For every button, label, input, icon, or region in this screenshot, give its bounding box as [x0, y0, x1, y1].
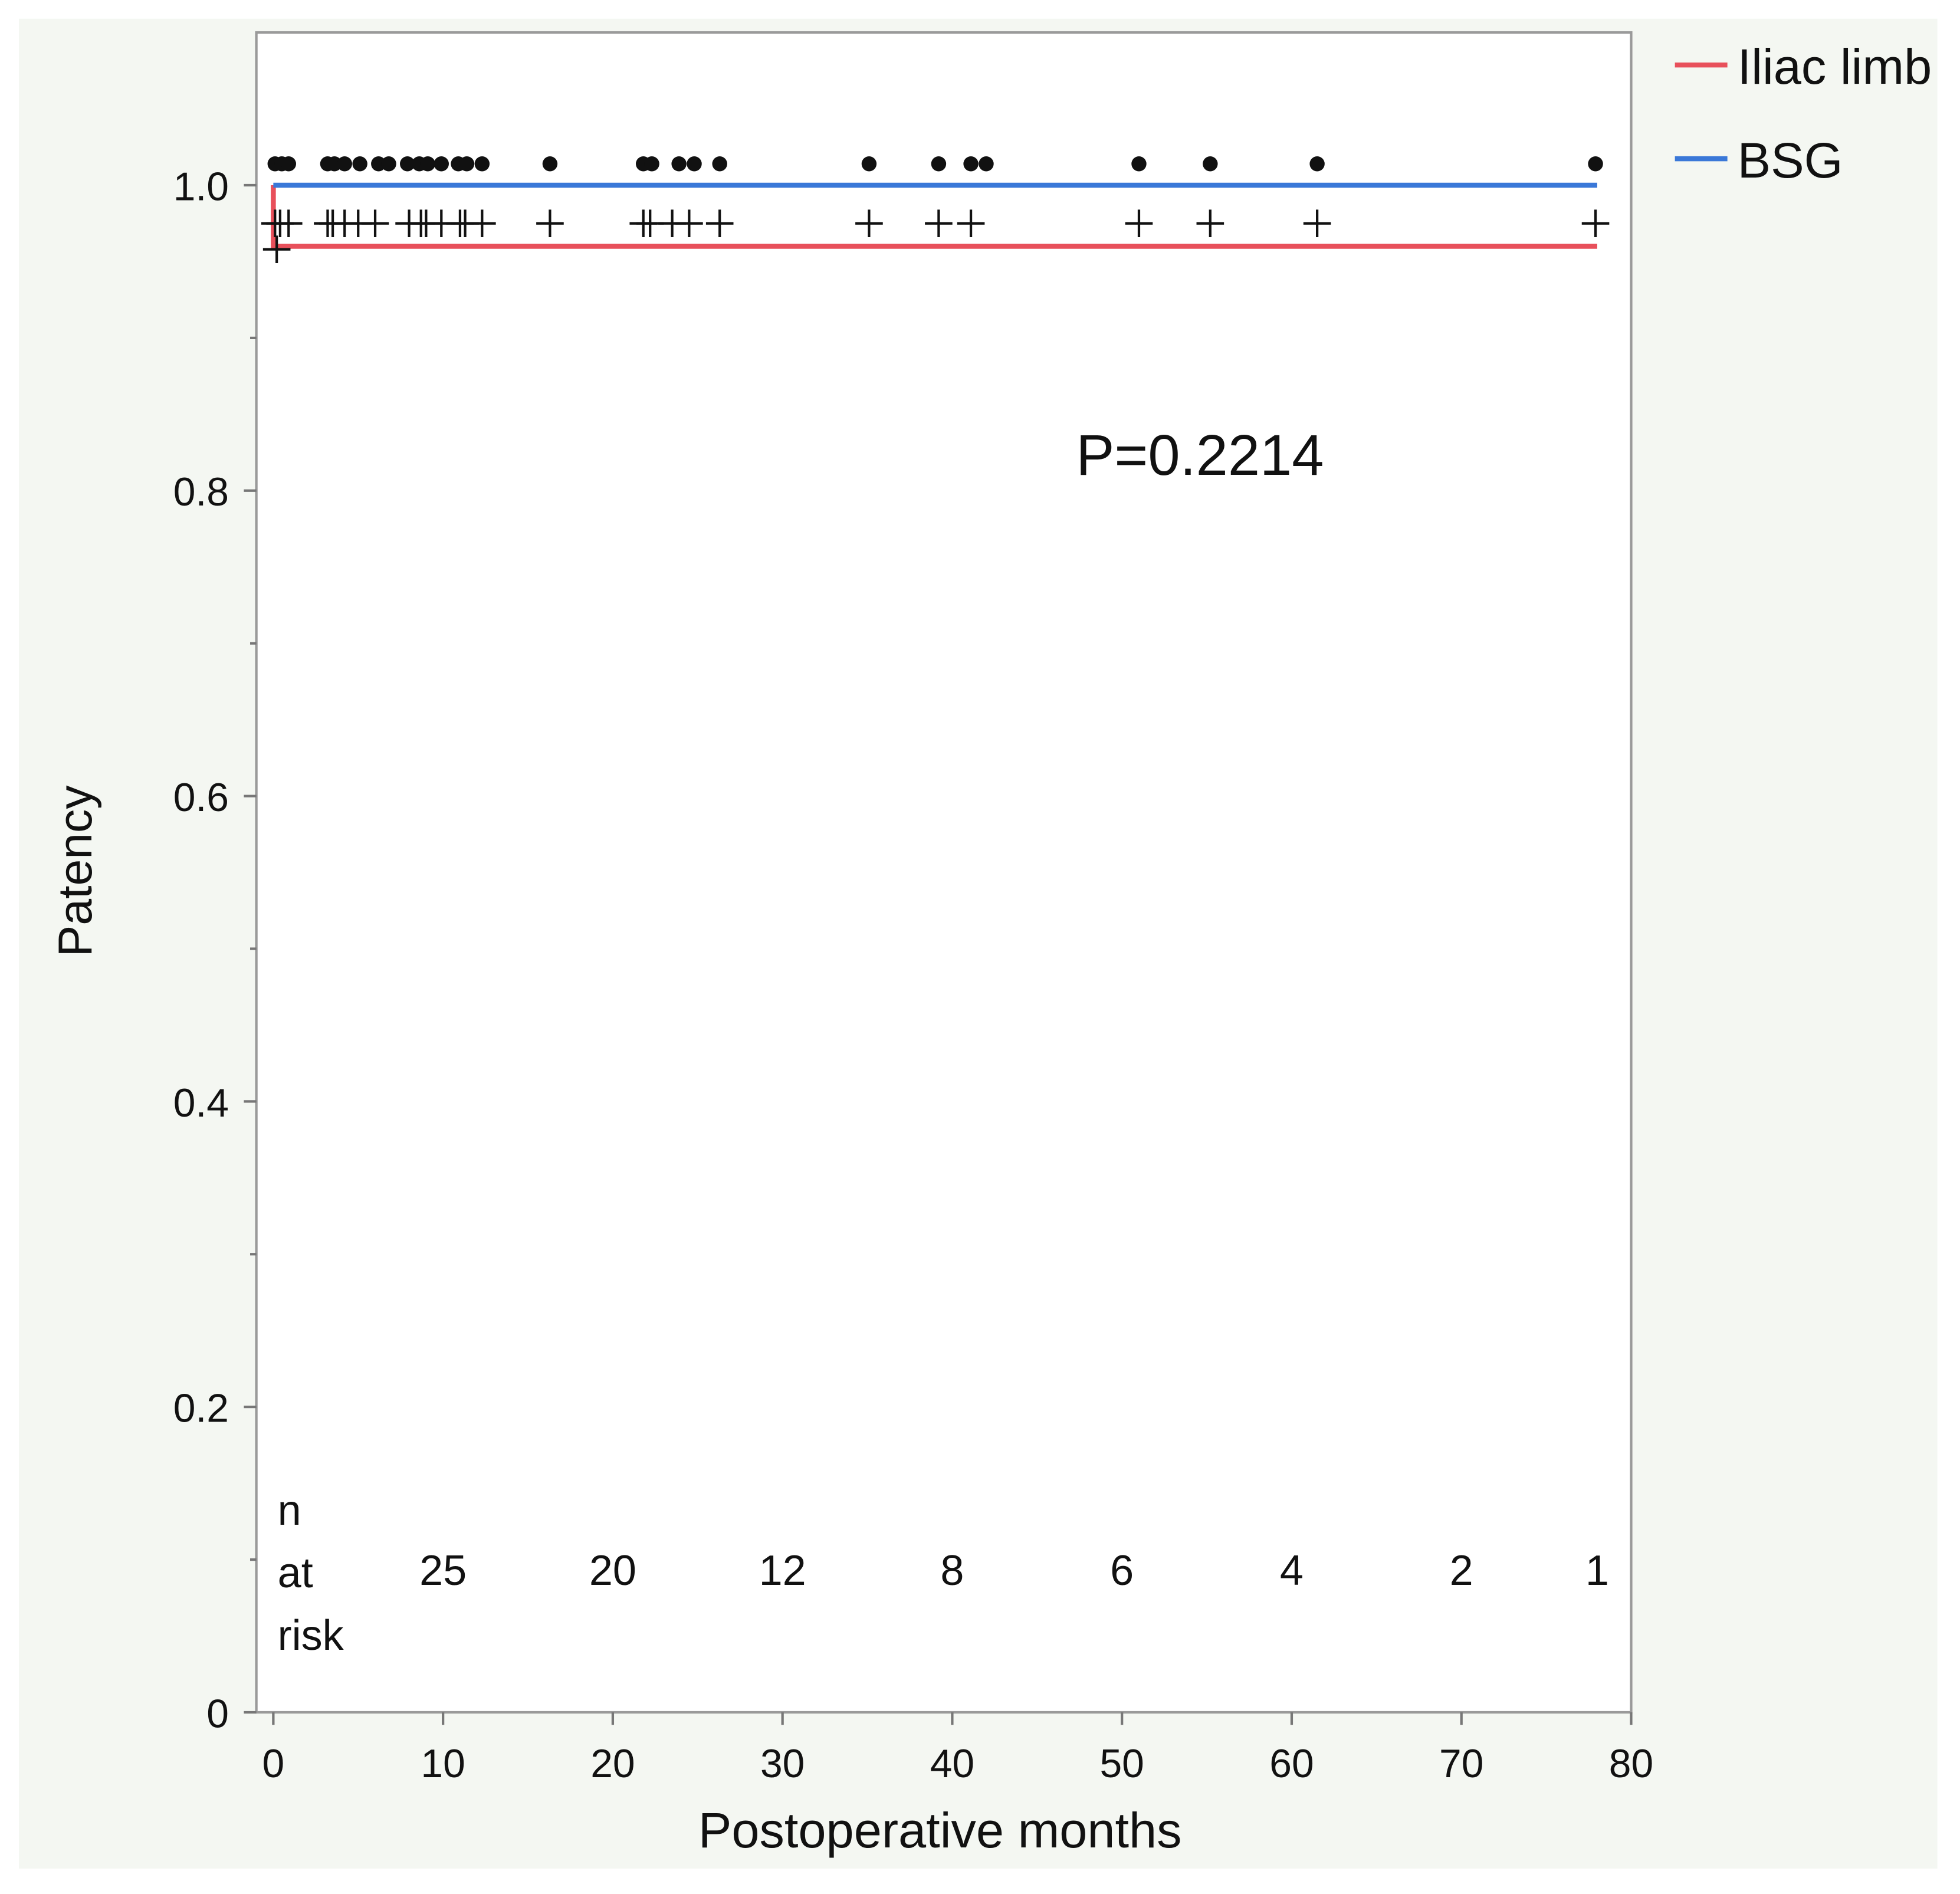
- p-value: P=0.2214: [1076, 423, 1324, 487]
- censor-dot: [1588, 156, 1603, 172]
- at-risk-label: at: [278, 1550, 313, 1597]
- x-tick-label: 30: [760, 1742, 805, 1786]
- censor-plus: [361, 209, 389, 238]
- censor-plus: [925, 209, 953, 238]
- censor-dot: [671, 156, 687, 172]
- at-risk-count: 25: [419, 1547, 467, 1594]
- x-tick-label: 80: [1609, 1742, 1653, 1786]
- x-tick-label: 20: [590, 1742, 635, 1786]
- censor-plus: [957, 209, 985, 238]
- censor-dot: [1309, 156, 1325, 172]
- censor-dot: [337, 156, 352, 172]
- censor-dot: [400, 156, 415, 172]
- censor-plus: [468, 209, 496, 238]
- censor-dot: [352, 156, 367, 172]
- censor-dot: [712, 156, 727, 172]
- censor-plus: [262, 235, 291, 264]
- x-tick-label: 50: [1099, 1742, 1144, 1786]
- censor-dot: [542, 156, 558, 172]
- censor-dot: [963, 156, 979, 172]
- km-curve: [271, 185, 1597, 249]
- censor-dot: [281, 156, 297, 172]
- at-risk-label: n: [278, 1487, 301, 1534]
- at-risk-count: 20: [589, 1547, 636, 1594]
- at-risk-count: 12: [759, 1547, 806, 1594]
- at-risk-count: 1: [1585, 1547, 1609, 1594]
- y-tick-label: 1.0: [173, 165, 229, 209]
- at-risk-count: 8: [940, 1547, 964, 1594]
- censor-dot: [644, 156, 659, 172]
- censor-plus: [1581, 209, 1610, 238]
- censor-dot: [459, 156, 475, 172]
- censor-plus: [855, 209, 883, 238]
- at-risk-count: 4: [1280, 1547, 1304, 1594]
- censor-dot: [381, 156, 396, 172]
- x-tick-label: 10: [421, 1742, 465, 1786]
- at-risk-count: 2: [1450, 1547, 1473, 1594]
- y-tick-label: 0.6: [173, 776, 229, 820]
- censor-plus: [1303, 209, 1331, 238]
- at-risk-label: risk: [278, 1612, 344, 1659]
- censor-dot: [474, 156, 490, 172]
- x-tick-label: 60: [1269, 1742, 1314, 1786]
- censor-dot: [979, 156, 994, 172]
- y-axis-title: Patency: [49, 785, 102, 957]
- censor-plus: [1125, 209, 1153, 238]
- y-tick-label: 0: [206, 1692, 229, 1736]
- censor-plus: [274, 209, 303, 238]
- legend-label: BSG: [1738, 132, 1843, 188]
- y-tick-label: 0.8: [173, 470, 229, 514]
- censor-plus: [536, 209, 564, 238]
- censor-plus: [1196, 209, 1224, 238]
- y-tick-label: 0.4: [173, 1081, 229, 1125]
- y-tick-label: 0.2: [173, 1387, 229, 1431]
- censor-dot: [687, 156, 702, 172]
- censor-plus: [675, 209, 703, 238]
- censor-dot: [931, 156, 947, 172]
- x-tick-label: 0: [262, 1742, 285, 1786]
- x-tick-label: 40: [930, 1742, 974, 1786]
- plot-area: [255, 31, 1633, 1714]
- x-axis-title: Postoperative months: [698, 1802, 1182, 1858]
- censor-dot: [420, 156, 435, 172]
- censor-dot: [1203, 156, 1218, 172]
- x-tick-label: 70: [1439, 1742, 1483, 1786]
- censor-dot: [434, 156, 449, 172]
- censor-dot: [1131, 156, 1147, 172]
- at-risk-count: 6: [1110, 1547, 1134, 1594]
- legend-label: Iliac limb: [1738, 38, 1932, 94]
- censor-dot: [861, 156, 877, 172]
- censor-plus: [705, 209, 734, 238]
